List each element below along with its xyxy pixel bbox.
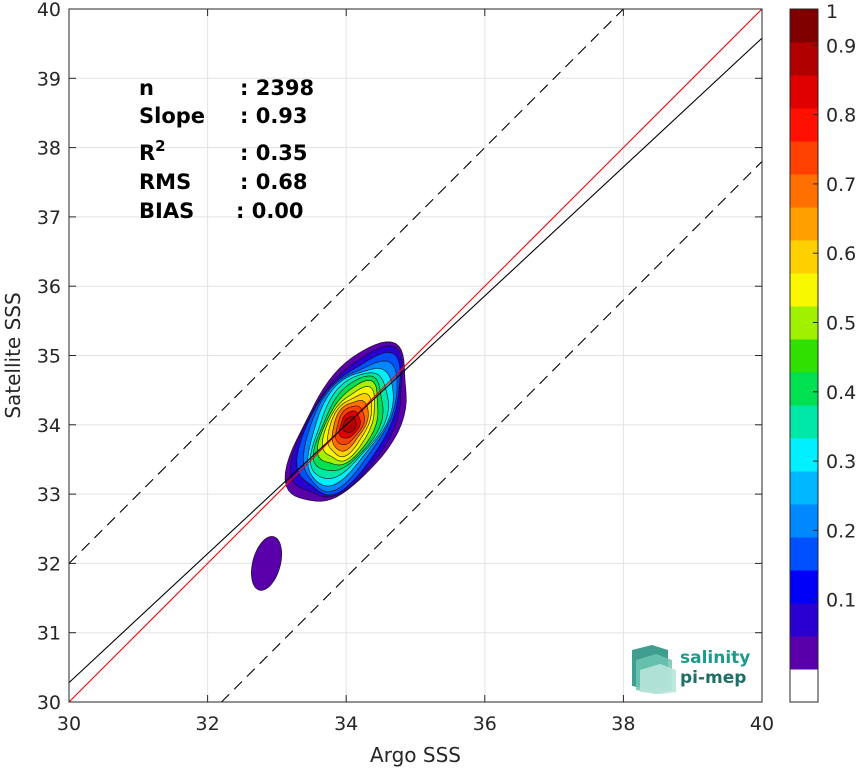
line-upper bbox=[68, 8, 624, 564]
colorbar-tick-label: 0.1 bbox=[826, 590, 856, 612]
density-contour bbox=[342, 416, 357, 433]
salinity-pi-mep-logo: salinity pi-mep bbox=[632, 645, 750, 694]
colorbar-segment bbox=[790, 9, 818, 43]
x-tick-label: 34 bbox=[334, 713, 358, 735]
colorbar: 0.1 0.2 0.3 0.4 0.5 0.6 0.7 0.8 0.9 1 bbox=[789, 1, 856, 703]
stat-label: BIAS bbox=[139, 199, 194, 223]
colorbar-tick-label: 0.9 bbox=[826, 35, 856, 57]
stat-value: : 2398 bbox=[240, 76, 314, 100]
y-tick-label: 32 bbox=[37, 553, 61, 575]
colorbar-segment bbox=[790, 504, 818, 538]
colorbar-segment bbox=[790, 174, 818, 208]
y-tick-label: 37 bbox=[37, 207, 61, 229]
stat-label: n bbox=[139, 76, 154, 100]
x-tick-label: 32 bbox=[196, 713, 220, 735]
stat-value: : 0.00 bbox=[236, 199, 304, 223]
colorbar-segment bbox=[790, 108, 818, 142]
colorbar-segment bbox=[790, 405, 818, 439]
y-tick-label: 33 bbox=[37, 484, 61, 506]
colorbar-tick-label: 0.2 bbox=[826, 520, 856, 542]
colorbar-segment bbox=[790, 141, 818, 175]
density-contours bbox=[250, 341, 407, 591]
x-ticks: 30 32 34 36 38 40 bbox=[57, 9, 774, 735]
colorbar-segment bbox=[790, 636, 818, 670]
colorbar-segment bbox=[790, 240, 818, 274]
x-axis-label: Argo SSS bbox=[370, 743, 461, 767]
x-tick-label: 30 bbox=[57, 713, 81, 735]
y-tick-label: 31 bbox=[37, 623, 61, 645]
colorbar-segment bbox=[790, 273, 818, 307]
y-tick-label: 40 bbox=[37, 0, 61, 21]
colorbar-tick-label: 0.4 bbox=[826, 382, 856, 404]
x-tick-label: 38 bbox=[611, 713, 635, 735]
colorbar-segment bbox=[790, 438, 818, 472]
colorbar-tick-label: 0.5 bbox=[826, 313, 856, 335]
colorbar-segment bbox=[790, 603, 818, 637]
colorbar-segment bbox=[790, 207, 818, 241]
colorbar-tick-label: 0.6 bbox=[826, 243, 856, 265]
stat-label: Slope bbox=[139, 104, 205, 128]
x-tick-label: 36 bbox=[473, 713, 497, 735]
y-tick-label: 30 bbox=[37, 692, 61, 714]
colorbar-segment bbox=[790, 471, 818, 505]
colorbar-segment bbox=[790, 537, 818, 571]
y-tick-label: 34 bbox=[37, 415, 61, 437]
y-axis-label: Satellite SSS bbox=[1, 292, 25, 418]
logo-line-2: pi-mep bbox=[680, 668, 746, 688]
line-lower bbox=[221, 161, 763, 703]
colorbar-tick-label: 0.8 bbox=[826, 105, 856, 127]
colorbar-segment bbox=[790, 570, 818, 604]
density-tail bbox=[250, 536, 283, 591]
reference-lines bbox=[68, 8, 763, 703]
y-tick-label: 39 bbox=[37, 68, 61, 90]
colorbar-tick-label: 0.7 bbox=[826, 174, 856, 196]
x-tick-label: 40 bbox=[750, 713, 774, 735]
stat-label: RMS bbox=[139, 170, 191, 194]
colorbar-segment bbox=[790, 372, 818, 406]
colorbar-segment bbox=[790, 42, 818, 76]
stat-value: : 0.35 bbox=[240, 141, 308, 165]
y-tick-label: 38 bbox=[37, 138, 61, 160]
colorbar-frame bbox=[789, 8, 819, 703]
line-regression bbox=[68, 37, 763, 683]
logo-wave-icon bbox=[632, 645, 676, 694]
colorbar-segment bbox=[790, 669, 818, 703]
colorbar-segment bbox=[790, 339, 818, 373]
stat-value: : 0.93 bbox=[240, 104, 308, 128]
line-1:1 bbox=[68, 8, 763, 703]
colorbar-tick-label: 1 bbox=[826, 1, 838, 23]
y-tick-label: 35 bbox=[37, 346, 61, 368]
colorbar-segment bbox=[790, 75, 818, 109]
stat-value: : 0.68 bbox=[240, 170, 308, 194]
logo-line-1: salinity bbox=[680, 648, 750, 668]
colorbar-tick-label: 0.3 bbox=[826, 451, 856, 473]
y-tick-label: 36 bbox=[37, 276, 61, 298]
y-ticks: 30 31 32 33 34 35 36 37 38 39 40 bbox=[37, 0, 762, 714]
